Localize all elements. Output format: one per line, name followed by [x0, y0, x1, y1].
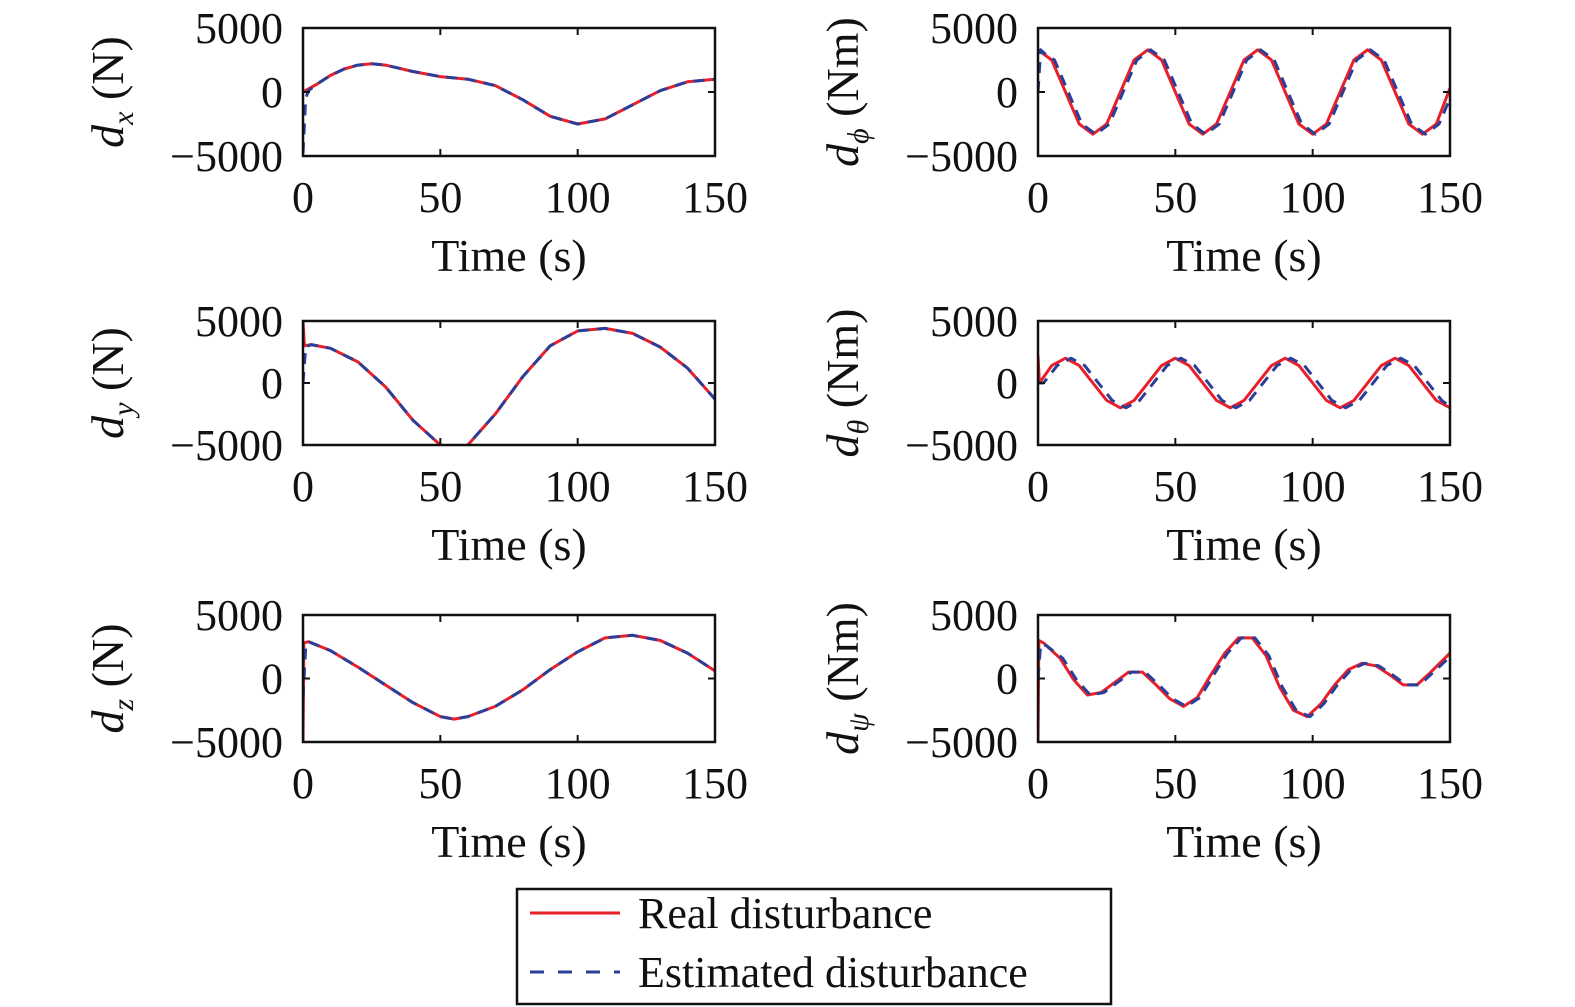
y-label-subscript: x	[107, 111, 140, 126]
y-label-unit: (N)	[82, 327, 133, 402]
x-axis-label: Time (s)	[1166, 816, 1322, 867]
x-tick-label: 50	[418, 759, 462, 808]
y-tick-label: 0	[996, 68, 1018, 117]
series-estimated	[303, 633, 715, 721]
y-tick-label: 0	[261, 359, 283, 408]
x-tick-label: 100	[545, 759, 611, 808]
y-label-symbol: d	[817, 731, 868, 755]
legend-real-label: Real disturbance	[638, 889, 932, 938]
y-tick-label: 5000	[930, 297, 1018, 346]
y-tick-label: 5000	[195, 4, 283, 53]
axes-frame	[1036, 613, 1452, 744]
y-axis-label: dz (N)	[82, 623, 140, 733]
y-label-unit: (Nm)	[817, 602, 868, 713]
x-tick-label: 0	[1027, 462, 1049, 511]
x-tick-label: 150	[682, 173, 748, 222]
y-tick-label: 5000	[195, 591, 283, 640]
series-real	[1038, 48, 1450, 136]
y-label-symbol: d	[817, 433, 868, 457]
y-tick-label: −5000	[905, 132, 1018, 181]
x-tick-label: 100	[1280, 759, 1346, 808]
y-label-symbol: d	[82, 710, 133, 734]
x-tick-label: 0	[1027, 759, 1049, 808]
x-axis-label: Time (s)	[431, 519, 587, 570]
x-tick-label: 0	[292, 759, 314, 808]
x-axis-label: Time (s)	[1166, 519, 1322, 570]
y-tick-label: 0	[261, 655, 283, 704]
y-tick-label: 0	[996, 655, 1018, 704]
y-tick-label: 5000	[930, 4, 1018, 53]
x-axis-label: Time (s)	[431, 816, 587, 867]
axes-frame	[1036, 26, 1452, 158]
y-label-unit: (N)	[82, 623, 133, 698]
x-tick-label: 0	[1027, 173, 1049, 222]
x-tick-label: 150	[1417, 462, 1483, 511]
y-label-subscript: ϕ	[842, 128, 875, 144]
x-tick-label: 150	[682, 759, 748, 808]
x-axis-label: Time (s)	[1166, 230, 1322, 281]
series-real	[1038, 355, 1450, 410]
y-label-symbol: d	[817, 143, 868, 167]
y-label-subscript: θ	[842, 419, 875, 434]
x-tick-label: 150	[682, 462, 748, 511]
y-axis-label: dy (N)	[82, 327, 140, 439]
y-tick-label: 0	[996, 359, 1018, 408]
y-tick-label: −5000	[905, 718, 1018, 767]
y-axis-label: dϕ (Nm)	[817, 17, 875, 167]
x-tick-label: 100	[1280, 173, 1346, 222]
x-tick-label: 50	[1153, 173, 1197, 222]
y-axis-label: dx (N)	[82, 36, 140, 148]
x-tick-label: 0	[292, 462, 314, 511]
y-label-subscript: z	[107, 699, 140, 712]
y-tick-label: −5000	[170, 132, 283, 181]
y-tick-label: 0	[261, 68, 283, 117]
series-estimated	[303, 62, 715, 154]
y-tick-label: 5000	[930, 591, 1018, 640]
x-tick-label: 150	[1417, 759, 1483, 808]
y-tick-label: −5000	[170, 718, 283, 767]
x-tick-label: 0	[292, 173, 314, 222]
y-label-symbol: d	[82, 124, 133, 148]
legend: Real disturbance Estimated disturbance	[515, 887, 1113, 1006]
x-axis-label: Time (s)	[431, 230, 587, 281]
x-tick-label: 100	[545, 462, 611, 511]
series-estimated	[1038, 48, 1450, 136]
x-tick-label: 50	[1153, 462, 1197, 511]
series-real	[1038, 636, 1450, 743]
legend-box	[515, 887, 1113, 1006]
x-tick-label: 100	[1280, 462, 1346, 511]
y-label-unit: (Nm)	[817, 309, 868, 420]
series-estimated	[1038, 356, 1450, 410]
series-estimated	[1038, 636, 1450, 719]
x-tick-label: 50	[418, 462, 462, 511]
legend-estimated-label: Estimated disturbance	[638, 948, 1028, 997]
y-label-symbol: d	[82, 415, 133, 439]
x-tick-label: 100	[545, 173, 611, 222]
y-label-subscript: y	[107, 402, 140, 419]
y-label-subscript: ψ	[842, 712, 875, 732]
y-label-unit: (Nm)	[817, 17, 868, 128]
series-estimated	[303, 326, 715, 446]
y-axis-label: dψ (Nm)	[817, 602, 875, 755]
y-tick-label: −5000	[905, 421, 1018, 470]
y-tick-label: 5000	[195, 297, 283, 346]
y-tick-label: −5000	[170, 421, 283, 470]
y-axis-label: dθ (Nm)	[817, 309, 875, 458]
series-real	[303, 633, 715, 743]
axes-frame	[301, 613, 717, 744]
x-tick-label: 50	[1153, 759, 1197, 808]
x-tick-label: 50	[418, 173, 462, 222]
series-real	[303, 320, 715, 446]
x-tick-label: 150	[1417, 173, 1483, 222]
axes-frame	[301, 319, 717, 447]
y-label-unit: (N)	[82, 36, 133, 111]
